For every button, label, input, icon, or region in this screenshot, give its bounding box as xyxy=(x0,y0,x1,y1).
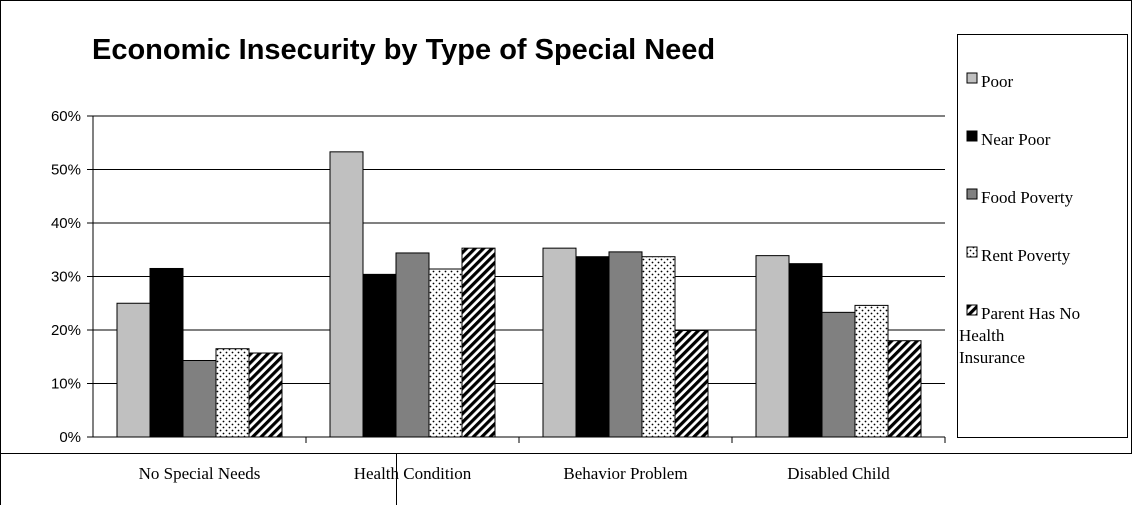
legend-swatch xyxy=(966,72,978,84)
bar xyxy=(248,352,283,438)
bar xyxy=(215,348,250,438)
bar xyxy=(428,268,463,438)
bar xyxy=(608,251,643,438)
legend-label: Near Poor xyxy=(981,130,1051,149)
bar xyxy=(542,247,577,438)
legend-label: Poor xyxy=(981,72,1013,91)
legend-swatch xyxy=(966,246,978,258)
bar xyxy=(887,340,922,438)
y-tick-label: 60% xyxy=(51,108,81,125)
legend-label: Rent Poverty xyxy=(981,246,1071,265)
y-tick-label: 30% xyxy=(51,269,81,286)
chart-frame xyxy=(0,0,1132,454)
bar xyxy=(821,311,856,438)
bar xyxy=(674,330,709,438)
legend-swatch xyxy=(966,130,978,142)
bar xyxy=(575,256,610,438)
bar xyxy=(362,273,397,438)
bar xyxy=(461,247,496,438)
legend-swatch xyxy=(966,188,978,200)
bar xyxy=(182,359,217,438)
bar xyxy=(755,255,790,438)
chart-title: Economic Insecurity by Type of Special N… xyxy=(92,34,716,66)
y-tick-label: 40% xyxy=(51,215,81,232)
x-tick-label: No Special Needs xyxy=(139,464,261,483)
y-tick-label: 50% xyxy=(51,162,81,179)
bar xyxy=(149,267,184,438)
bar xyxy=(395,252,430,438)
y-tick-label: 0% xyxy=(59,429,81,446)
legend-swatch xyxy=(966,304,978,316)
bar xyxy=(116,302,151,438)
legend-label: Food Poverty xyxy=(981,188,1074,207)
x-tick-label: Behavior Problem xyxy=(563,464,687,483)
bar xyxy=(641,256,676,438)
bar xyxy=(329,151,364,438)
y-tick-label: 20% xyxy=(51,322,81,339)
legend-label: Parent Has No Health Insurance xyxy=(959,304,1080,367)
x-tick-label: Disabled Child xyxy=(787,464,890,483)
x-tick-label: Health Condition xyxy=(354,464,472,483)
bar xyxy=(854,304,889,438)
y-tick-label: 10% xyxy=(51,376,81,393)
bar xyxy=(788,263,823,438)
legend-box xyxy=(957,34,1128,438)
